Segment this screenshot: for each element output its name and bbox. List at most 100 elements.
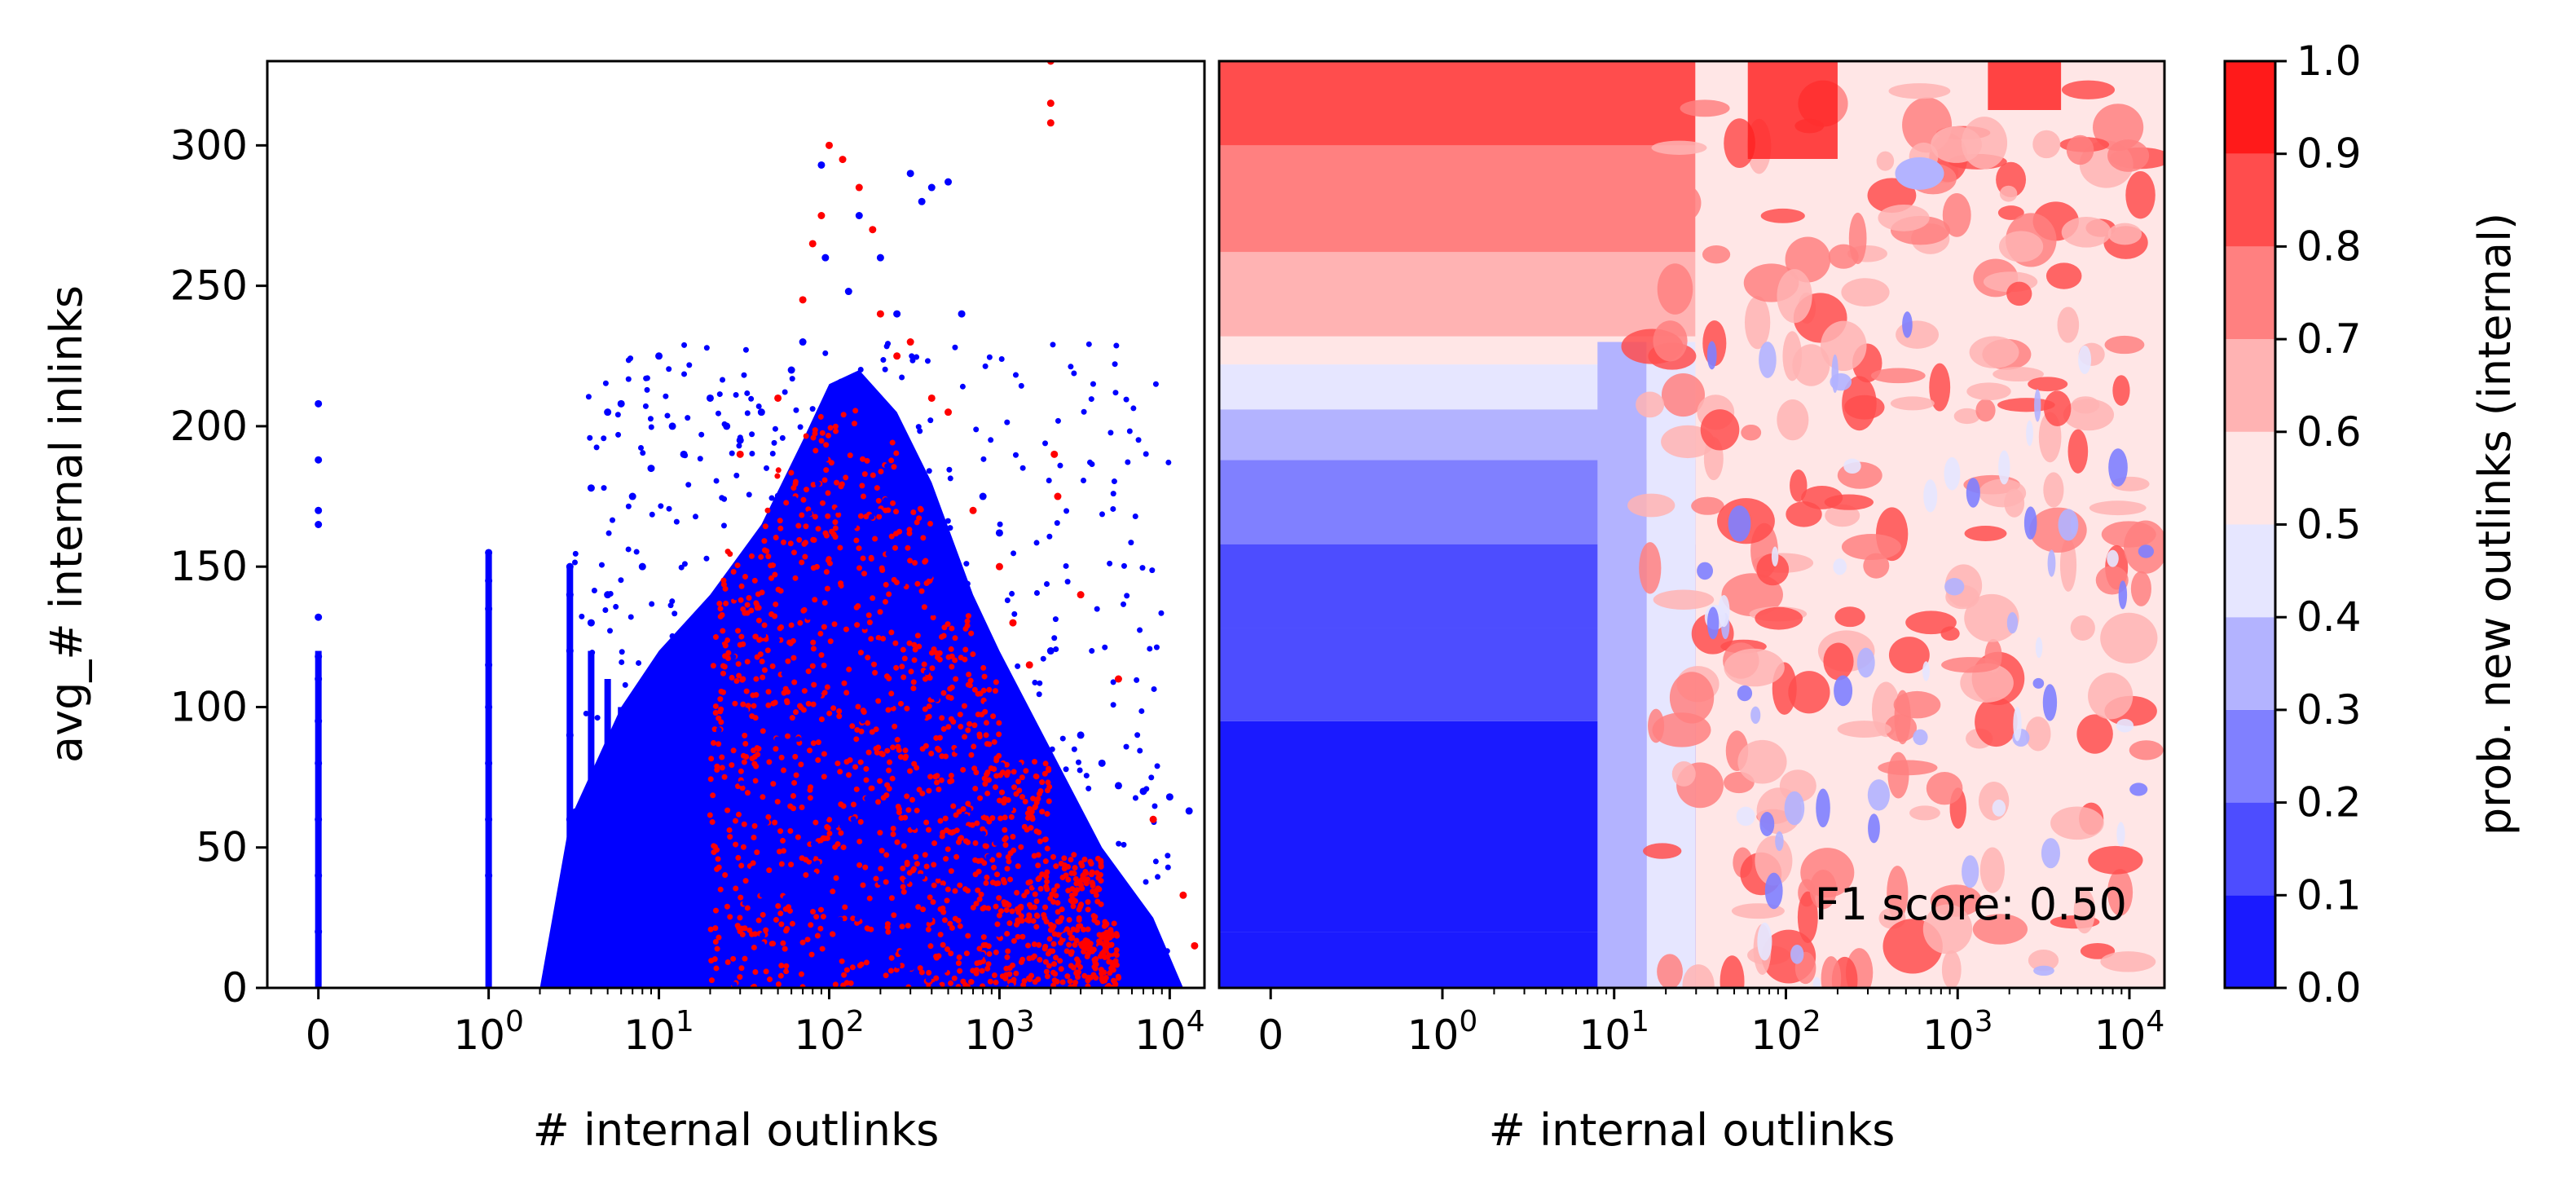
scatter-speck — [866, 619, 873, 626]
scatter-speck — [1037, 956, 1043, 963]
scatter-speck — [749, 713, 755, 720]
scatter-speck — [1018, 382, 1024, 389]
scatter-x-ticks: 0 100 101 102 103 104 — [306, 988, 1205, 1059]
scatter-speck — [1004, 931, 1011, 937]
heatmap-blob — [2041, 838, 2060, 869]
scatter-speck — [738, 768, 744, 774]
scatter-speck — [886, 675, 892, 681]
scatter-speck — [996, 931, 1002, 937]
scatter-speck — [996, 895, 1002, 901]
scatter-speck — [913, 915, 919, 922]
scatter-speck — [682, 773, 689, 779]
scatter-speck — [1108, 947, 1115, 954]
scatter-speck — [1123, 396, 1129, 403]
scatter-speck — [663, 393, 669, 399]
colorbar-tick-label: 0.3 — [2296, 686, 2362, 734]
scatter-speck — [743, 688, 750, 694]
scatter-speck — [903, 753, 909, 760]
scatter-speck — [707, 926, 714, 932]
scatter-speck — [886, 591, 892, 597]
heatmap-blob — [2088, 845, 2143, 875]
x-tick-label: 0 — [1257, 1012, 1284, 1059]
heatmap-blob — [2107, 868, 2133, 916]
scatter-speck — [933, 650, 940, 656]
scatter-speck — [861, 471, 868, 478]
scatter-point — [315, 652, 323, 660]
scatter-speck — [910, 824, 917, 831]
scatter-speck — [936, 787, 942, 793]
scatter-speck — [818, 652, 825, 659]
scatter-speck — [765, 689, 772, 695]
scatter-speck — [840, 611, 847, 618]
scatter-speck — [746, 492, 752, 498]
scatter-point — [566, 815, 574, 823]
scatter-speck — [931, 882, 937, 888]
scatter-speck — [1044, 973, 1050, 980]
scatter-point — [723, 422, 731, 430]
scatter-speck — [1051, 977, 1058, 984]
scatter-speck — [985, 777, 992, 783]
scatter-speck — [784, 925, 790, 932]
scatter-speck — [882, 952, 888, 959]
scatter-speck — [869, 514, 875, 520]
scatter-speck — [975, 711, 981, 717]
scatter-speck — [772, 819, 778, 826]
scatter-speck — [714, 847, 720, 853]
scatter-speck — [765, 553, 772, 560]
scatter-speck — [792, 575, 799, 581]
heatmap-blob — [1960, 663, 2014, 703]
scatter-speck — [880, 795, 887, 801]
scatter-speck — [786, 738, 792, 745]
heatmap-blob — [2116, 822, 2125, 847]
scatter-speck — [823, 442, 830, 448]
scatter-speck — [821, 662, 827, 668]
scatter-speck — [895, 743, 901, 750]
scatter-speck — [874, 405, 881, 412]
scatter-speck — [795, 465, 801, 472]
scatter-speck — [1008, 813, 1015, 820]
scatter-speck — [1039, 809, 1046, 815]
y-tick-label: 0 — [222, 964, 248, 1012]
scatter-speck — [878, 866, 884, 872]
scatter-speck — [837, 544, 843, 551]
scatter-speck — [753, 763, 760, 769]
scatter-speck — [1006, 858, 1012, 865]
scatter-speck — [962, 734, 968, 740]
scatter-speck — [749, 756, 755, 762]
scatter-speck — [1106, 959, 1112, 965]
scatter-speck — [1005, 854, 1011, 861]
scatter-speck — [793, 407, 799, 413]
scatter-speck — [795, 834, 801, 840]
scatter-speck — [943, 856, 949, 862]
scatter-point — [736, 450, 744, 458]
scatter-speck — [744, 905, 751, 911]
scatter-speck — [659, 737, 666, 743]
scatter-speck — [791, 496, 798, 502]
scatter-speck — [1069, 934, 1076, 941]
scatter-speck — [899, 923, 905, 930]
scatter-speck — [902, 603, 909, 610]
scatter-speck — [749, 811, 755, 818]
scatter-speck — [1121, 841, 1127, 848]
scatter-speck — [952, 888, 958, 894]
heatmap-blob — [1669, 672, 1715, 724]
scatter-speck — [963, 826, 970, 832]
scatter-speck — [974, 960, 980, 967]
scatter-speck — [1012, 452, 1019, 458]
scatter-speck — [1033, 540, 1040, 546]
scatter-speck — [870, 700, 877, 707]
scatter-speck — [752, 778, 759, 784]
heatmap-blob — [1741, 424, 1762, 441]
scatter-speck — [1098, 859, 1104, 866]
scatter-speck — [712, 925, 719, 932]
scatter-speck — [1112, 361, 1118, 368]
scatter-speck — [900, 843, 907, 849]
scatter-speck — [957, 968, 963, 974]
scatter-point — [945, 178, 953, 186]
scatter-speck — [965, 613, 971, 619]
scatter-speck — [853, 786, 860, 792]
scatter-point — [617, 399, 625, 408]
scatter-point — [906, 338, 914, 346]
scatter-speck — [998, 762, 1005, 769]
scatter-speck — [799, 804, 805, 811]
